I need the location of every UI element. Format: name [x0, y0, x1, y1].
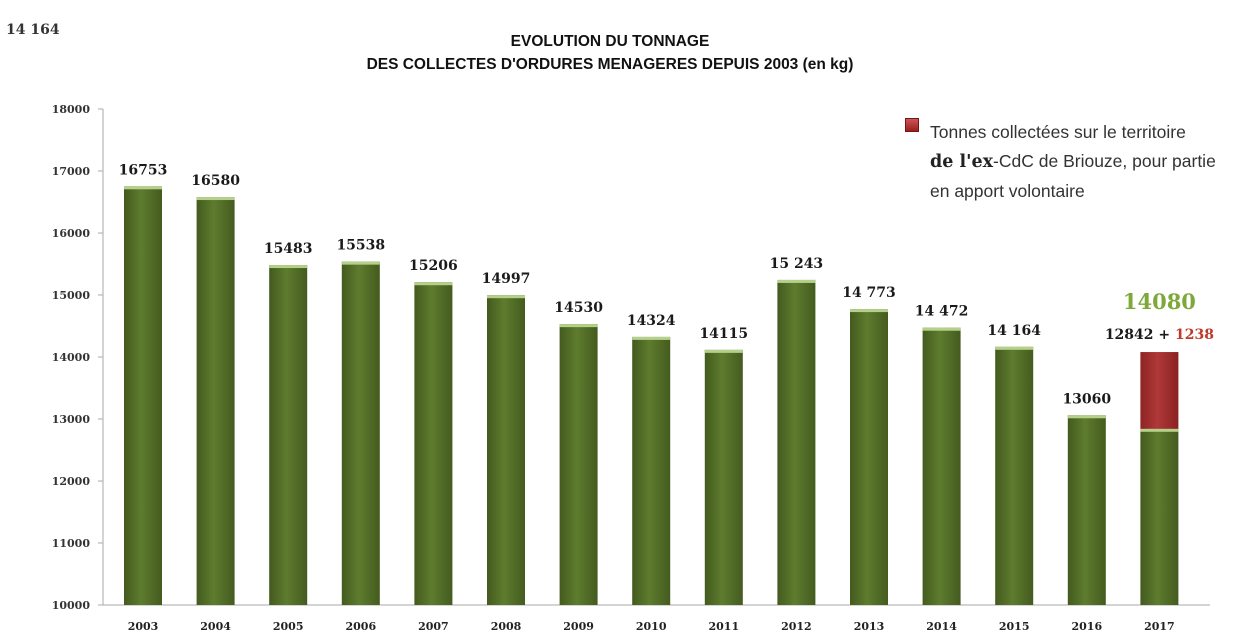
bar-2003: [124, 186, 162, 605]
data-label-2005: 15483: [264, 241, 313, 257]
y-tick-label: 15000: [52, 289, 91, 302]
data-label-2012: 15 243: [770, 256, 824, 272]
bar-2008: [487, 295, 525, 605]
bar-2013: [850, 309, 888, 605]
data-label-2013: 14 773: [842, 285, 896, 301]
bar-cap: [487, 295, 525, 299]
bar-cap: [414, 282, 453, 286]
bar-cap: [995, 346, 1034, 350]
y-tick-label: 11000: [52, 537, 91, 550]
x-tick-label: 2005: [273, 620, 304, 633]
bar-cap: [124, 186, 162, 190]
data-label-2006: 15538: [336, 238, 385, 254]
bar-cap: [1067, 415, 1106, 419]
chart-subtitle: DES COLLECTES D'ORDURES MENAGERES DEPUIS…: [366, 56, 854, 73]
total-label: 14080: [1123, 289, 1196, 314]
chart-title-block: EVOLUTION DU TONNAGE DES COLLECTES D'ORD…: [340, 30, 880, 76]
y-tick-label: 18000: [52, 103, 91, 116]
bar-2016: [1067, 415, 1106, 605]
legend-swatch: [905, 118, 919, 132]
bar-2004: [196, 197, 235, 606]
data-label-2009: 14530: [554, 300, 603, 316]
data-label-2016: 13060: [1062, 391, 1111, 407]
x-tick-label: 2007: [418, 620, 449, 633]
y-tick-label: 13000: [52, 413, 91, 426]
bar-2007: [414, 282, 453, 605]
y-tick-label: 10000: [52, 599, 91, 612]
bar-cap: [196, 197, 235, 201]
bar-2009: [559, 324, 598, 605]
x-tick-label: 2004: [200, 620, 231, 633]
bar-2006: [341, 261, 380, 605]
x-tick-label: 2013: [854, 620, 885, 633]
x-tick-label: 2011: [708, 620, 739, 633]
legend-line-2-rest: -CdC de Briouze, pour partie: [993, 151, 1216, 171]
data-labels: 16753 16580 15483 15538 15206 14997 14530 14324…: [119, 162, 1214, 407]
legend-text: Tonnes collectées sur le territoire de l…: [905, 118, 1255, 206]
chart-legend: Tonnes collectées sur le territoire de l…: [905, 118, 1255, 206]
bar-2015: [995, 346, 1034, 605]
data-label-2017: 12842 + 1238: [1105, 327, 1214, 343]
bar-cap: [269, 265, 308, 269]
data-label-2015: 14 164: [987, 323, 1041, 339]
x-tick-label: 2016: [1071, 620, 1102, 633]
x-tick-label: 2003: [128, 620, 159, 633]
data-label-2008: 14997: [482, 271, 531, 287]
bar-2010: [632, 336, 671, 605]
x-tick-label: 2015: [999, 620, 1030, 633]
bar-cap: [704, 349, 743, 353]
x-tick-label: 2017: [1144, 620, 1175, 633]
x-tick-label: 2012: [781, 620, 812, 633]
bar-cap: [922, 327, 961, 331]
bar-cap: [1140, 428, 1179, 432]
data-label-2003: 16753: [119, 162, 168, 178]
x-tick-label: 2008: [491, 620, 522, 633]
data-label-2011: 14115: [699, 326, 748, 342]
legend-line-2: de l'ex-CdC de Briouze, pour partie: [930, 147, 1255, 177]
bars: [124, 186, 1179, 606]
data-label-2010: 14324: [627, 313, 676, 329]
bar-2011: [704, 349, 743, 605]
chart-title: EVOLUTION DU TONNAGE: [510, 33, 710, 50]
bar-2012: [777, 279, 816, 605]
corner-label: 14 164: [6, 22, 60, 38]
bar-2017: [1140, 428, 1179, 605]
legend-line-2-strong: de l'ex: [930, 152, 994, 172]
x-tick-label: 2009: [563, 620, 594, 633]
bar-2005: [269, 265, 308, 605]
bar-2014: [922, 327, 961, 605]
x-tick-label: 2010: [636, 620, 667, 633]
bar-cap: [341, 261, 380, 265]
y-tick-label: 12000: [52, 475, 91, 488]
bar-cap: [559, 324, 598, 328]
bar-cap: [632, 336, 671, 340]
data-label-2014: 14 472: [915, 304, 969, 320]
x-tick-label: 2006: [345, 620, 376, 633]
x-tick-label: 2014: [926, 620, 957, 633]
bar-cap: [850, 309, 888, 313]
y-tick-label: 16000: [52, 227, 91, 240]
bar-2017-added: [1140, 352, 1179, 429]
data-label-2007: 15206: [409, 258, 458, 274]
bar-cap: [777, 279, 816, 283]
y-tick-label: 14000: [52, 351, 91, 364]
legend-line-1: Tonnes collectées sur le territoire: [930, 122, 1186, 142]
y-tick-label: 17000: [52, 165, 91, 178]
legend-line-3: en apport volontaire: [930, 181, 1085, 201]
data-label-2004: 16580: [191, 173, 240, 189]
